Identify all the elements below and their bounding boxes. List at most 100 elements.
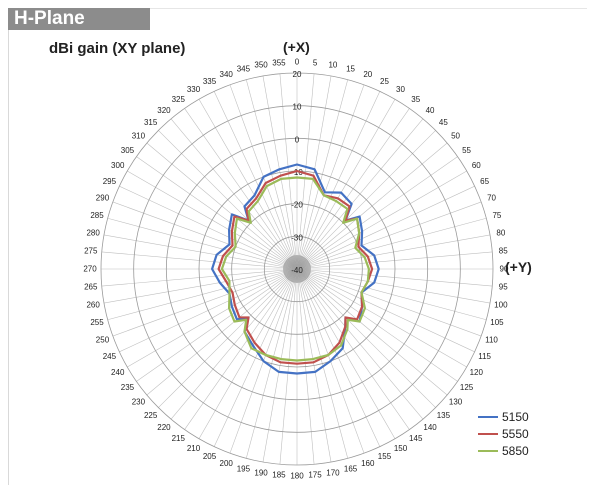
angle-label: 340 — [220, 70, 234, 79]
angle-label: 35 — [411, 95, 420, 104]
radial-tick-label: -20 — [291, 201, 303, 210]
angle-label: 220 — [157, 423, 171, 432]
legend-item: 5850 — [478, 442, 529, 459]
angle-label: 125 — [460, 383, 474, 392]
angle-label: 155 — [378, 452, 392, 461]
angle-label: 5 — [313, 58, 318, 67]
chart-frame — [8, 8, 587, 485]
angle-label: 95 — [499, 283, 508, 292]
angle-label: 250 — [96, 335, 110, 344]
angle-label: 290 — [96, 194, 110, 203]
angle-label: 180 — [290, 472, 304, 481]
angle-label: 345 — [237, 65, 251, 74]
legend-label: 5150 — [502, 409, 529, 424]
top-axis-label: (+X) — [283, 39, 310, 55]
angle-label: 90 — [500, 265, 509, 274]
radial-tick-label: -30 — [291, 233, 303, 242]
angle-label: 45 — [439, 118, 448, 127]
angle-label: 65 — [480, 177, 489, 186]
legend: 5150 5550 5850 — [478, 408, 529, 459]
angle-label: 115 — [478, 352, 491, 361]
angle-label: 300 — [111, 161, 125, 170]
radial-tick-label: 10 — [293, 103, 302, 112]
center-hub — [283, 255, 311, 283]
angle-label: 230 — [132, 398, 146, 407]
radial-tick-label: 0 — [295, 135, 300, 144]
angle-label: 320 — [157, 106, 171, 115]
angle-label: 175 — [308, 471, 322, 480]
angle-label: 210 — [187, 444, 201, 453]
angle-label: 60 — [472, 161, 481, 170]
angle-label: 325 — [172, 95, 186, 104]
angle-label: 110 — [485, 335, 498, 344]
angle-label: 310 — [132, 131, 146, 140]
angle-label: 130 — [449, 398, 463, 407]
angle-label: 140 — [423, 423, 437, 432]
angle-label: 85 — [499, 246, 508, 255]
angle-label: 145 — [409, 434, 423, 443]
angle-label: 150 — [394, 444, 408, 453]
right-axis-label: (+Y) — [505, 259, 532, 275]
polar-grid — [100, 72, 494, 466]
angle-label: 245 — [103, 352, 117, 361]
angle-label: 70 — [487, 194, 496, 203]
angle-label: 270 — [83, 265, 97, 274]
angle-label: 315 — [144, 118, 158, 127]
grid-ring — [231, 203, 363, 335]
angle-label: 75 — [492, 211, 501, 220]
radial-tick-label: -10 — [291, 168, 303, 177]
angle-label: 50 — [451, 131, 460, 140]
legend-swatch-5850 — [478, 449, 498, 452]
angle-label: 105 — [490, 318, 504, 327]
angle-label: 165 — [344, 464, 358, 473]
grid-ring — [263, 235, 331, 303]
radial-tick-label: 20 — [293, 70, 302, 79]
legend-label: 5550 — [502, 426, 529, 441]
angle-label: 120 — [470, 368, 484, 377]
legend-label: 5850 — [502, 443, 529, 458]
angle-label: 15 — [346, 65, 355, 74]
angle-label: 215 — [172, 434, 186, 443]
angle-label: 20 — [363, 70, 372, 79]
angle-label: 100 — [494, 300, 508, 309]
angle-label: 205 — [203, 452, 217, 461]
angle-label: 160 — [361, 459, 375, 468]
angle-label: 265 — [84, 283, 98, 292]
angle-label: 355 — [272, 58, 286, 67]
angle-label: 55 — [462, 146, 471, 155]
angle-label: 0 — [295, 58, 300, 67]
grid-ring — [100, 72, 494, 466]
angle-label: 350 — [254, 61, 268, 70]
angle-label: 335 — [203, 77, 217, 86]
chart-title: dBi gain (XY plane) — [49, 40, 186, 57]
legend-swatch-5150 — [478, 415, 498, 418]
angle-label: 280 — [86, 229, 100, 238]
radial-label-group: 20 10 0 -10 -20 -30 -40 — [291, 70, 303, 275]
angle-label: 195 — [237, 464, 251, 473]
angle-label: 25 — [380, 77, 389, 86]
angle-label: 275 — [84, 246, 98, 255]
angle-label: 240 — [111, 368, 125, 377]
grid-ring — [133, 105, 461, 433]
angle-label: 200 — [220, 459, 234, 468]
angle-label: 260 — [86, 300, 100, 309]
angle-label: 40 — [426, 106, 435, 115]
angle-label: 235 — [121, 383, 135, 392]
angle-label: 330 — [187, 85, 201, 94]
angle-label: 305 — [121, 146, 135, 155]
angle-label: 190 — [254, 468, 268, 477]
angle-label: 285 — [90, 211, 104, 220]
angle-label: 80 — [496, 229, 505, 238]
angle-label: 170 — [326, 468, 340, 477]
series-line-5850 — [220, 176, 370, 362]
angle-label: 135 — [437, 411, 451, 420]
legend-item: 5150 — [478, 408, 529, 425]
radial-tick-label: -40 — [291, 266, 303, 275]
angle-label: 30 — [396, 85, 405, 94]
angle-label: 185 — [272, 471, 286, 480]
angle-label: 10 — [328, 61, 337, 70]
legend-swatch-5550 — [478, 432, 498, 435]
angle-label: 295 — [103, 177, 117, 186]
